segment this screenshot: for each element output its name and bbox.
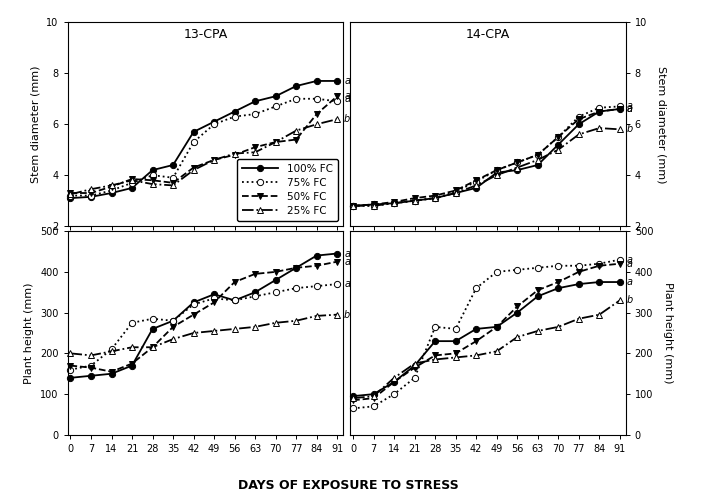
Y-axis label: Plant height (mm): Plant height (mm) xyxy=(24,282,34,384)
Legend: 100% FC, 75% FC, 50% FC, 25% FC: 100% FC, 75% FC, 50% FC, 25% FC xyxy=(237,159,338,221)
Text: a: a xyxy=(627,277,633,287)
Text: 14-CPA: 14-CPA xyxy=(466,28,510,41)
Text: a: a xyxy=(627,104,633,114)
Text: a: a xyxy=(344,91,350,101)
Text: a: a xyxy=(627,104,633,114)
Y-axis label: Plant height (mm): Plant height (mm) xyxy=(663,282,673,384)
Text: a: a xyxy=(627,254,633,264)
Text: a: a xyxy=(344,256,350,267)
Y-axis label: Stem diameter (mm): Stem diameter (mm) xyxy=(31,66,41,183)
Text: DAYS OF EXPOSURE TO STRESS: DAYS OF EXPOSURE TO STRESS xyxy=(238,479,459,492)
Text: 13-CPA: 13-CPA xyxy=(183,28,228,41)
Text: b: b xyxy=(344,114,351,124)
Text: a: a xyxy=(344,248,350,258)
Text: a: a xyxy=(344,94,350,104)
Text: b: b xyxy=(627,124,633,134)
Y-axis label: Stem diameter (mm): Stem diameter (mm) xyxy=(656,66,666,183)
Text: a: a xyxy=(344,76,350,86)
Text: b: b xyxy=(627,295,633,305)
Text: a: a xyxy=(344,279,350,289)
Text: a: a xyxy=(627,259,633,269)
Text: b: b xyxy=(344,310,351,320)
Text: a: a xyxy=(627,101,633,111)
